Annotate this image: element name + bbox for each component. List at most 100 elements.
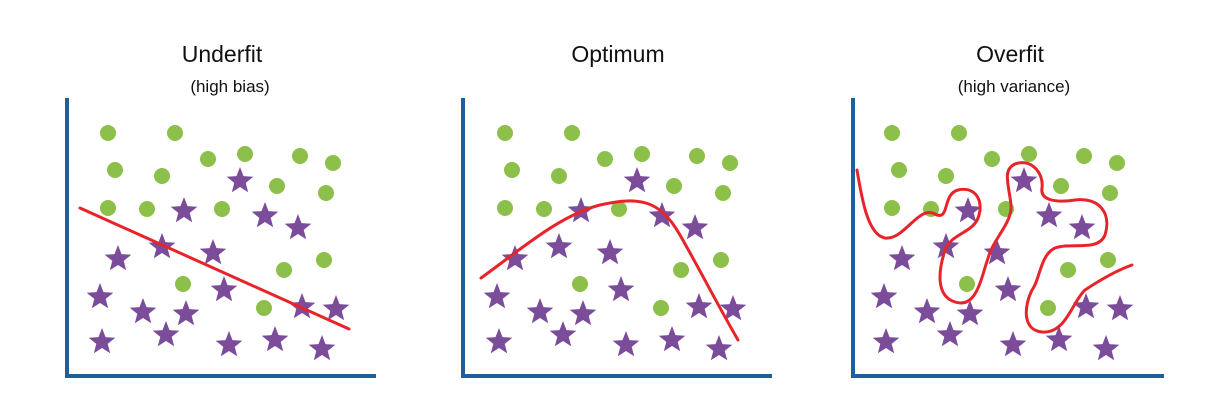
class-b-point [567, 197, 595, 223]
class-b-point [284, 214, 312, 240]
class-b-point [501, 245, 529, 271]
class-b-point [199, 239, 227, 265]
class-b-point [983, 239, 1011, 265]
class-b-point [612, 331, 640, 357]
class-b-point [129, 298, 157, 324]
class-a-point [316, 252, 332, 268]
axes [65, 98, 376, 378]
class-b-point [86, 283, 114, 309]
class-b-point [1045, 326, 1073, 352]
panel-underfit: Underfit (high bias) [65, 41, 376, 378]
class-b-point [994, 276, 1022, 302]
class-b-point [569, 300, 597, 326]
panel-subtitle: (high bias) [190, 77, 269, 96]
class-b-point [1106, 295, 1134, 321]
class-b-point [322, 295, 350, 321]
class-a-point [325, 155, 341, 171]
class-b-point [226, 167, 254, 193]
class-a-point [634, 146, 650, 162]
class-b-point [719, 295, 747, 321]
class-a-point [689, 148, 705, 164]
class-b-point [1072, 293, 1100, 319]
class-b-point [658, 326, 686, 352]
class-a-point [653, 300, 669, 316]
class-a-point [1021, 146, 1037, 162]
optimum-curve [479, 199, 740, 342]
class-b-point [104, 245, 132, 271]
class-a-point [100, 125, 116, 141]
class-a-point [1040, 300, 1056, 316]
class-a-point [715, 185, 731, 201]
class-a-point [167, 125, 183, 141]
class-a-point [1109, 155, 1125, 171]
class-a-point [497, 125, 513, 141]
class-a-point [214, 201, 230, 217]
class-b-point [1010, 167, 1038, 193]
class-b-point [549, 321, 577, 347]
panel-title: Overfit [976, 41, 1044, 67]
class-b-point [210, 276, 238, 302]
class-b-point [607, 276, 635, 302]
class-b-point [1035, 202, 1063, 228]
class-a-point [256, 300, 272, 316]
class-a-point [673, 262, 689, 278]
class-a-point [497, 200, 513, 216]
class-b-point [681, 214, 709, 240]
class-a-point [276, 262, 292, 278]
class-a-point [891, 162, 907, 178]
class-a-point [551, 168, 567, 184]
class-a-point [200, 151, 216, 167]
class-b-point [954, 197, 982, 223]
class-a-point [951, 125, 967, 141]
class-b-point [485, 328, 513, 354]
class-b-point [545, 233, 573, 259]
class-b-point [913, 298, 941, 324]
class-a-point [713, 252, 729, 268]
class-b-point [999, 331, 1027, 357]
panel-subtitle: (high variance) [958, 77, 1070, 96]
class-a-point [1100, 252, 1116, 268]
class-a-point [938, 168, 954, 184]
class-a-point [1076, 148, 1092, 164]
class-b-point [483, 283, 511, 309]
class-a-point [597, 151, 613, 167]
class-a-point [504, 162, 520, 178]
class-b-point [870, 283, 898, 309]
axes [851, 98, 1164, 378]
scatter-points [483, 125, 747, 361]
underfit-line [78, 206, 351, 331]
scatter-points [870, 125, 1134, 361]
class-b-point [88, 328, 116, 354]
class-a-point [722, 155, 738, 171]
class-b-point [685, 293, 713, 319]
class-b-point [623, 167, 651, 193]
class-b-point [936, 321, 964, 347]
overfit-boundary [855, 161, 1134, 334]
class-a-point [175, 276, 191, 292]
class-b-point [215, 331, 243, 357]
class-a-point [611, 201, 627, 217]
class-b-point [956, 300, 984, 326]
class-a-point [318, 185, 334, 201]
class-a-point [959, 276, 975, 292]
class-a-point [572, 276, 588, 292]
class-a-point [1060, 262, 1076, 278]
class-a-point [269, 178, 285, 194]
class-b-point [152, 321, 180, 347]
class-b-point [596, 239, 624, 265]
class-a-point [107, 162, 123, 178]
class-b-point [288, 293, 316, 319]
class-b-point [308, 335, 336, 361]
panel-title: Underfit [182, 41, 263, 67]
panel-optimum: Optimum [461, 41, 772, 378]
class-a-point [139, 201, 155, 217]
class-a-point [1102, 185, 1118, 201]
class-b-point [251, 202, 279, 228]
class-a-point [100, 200, 116, 216]
axes [461, 98, 772, 378]
class-b-point [888, 245, 916, 271]
class-b-point [172, 300, 200, 326]
class-b-point [1092, 335, 1120, 361]
class-b-point [872, 328, 900, 354]
